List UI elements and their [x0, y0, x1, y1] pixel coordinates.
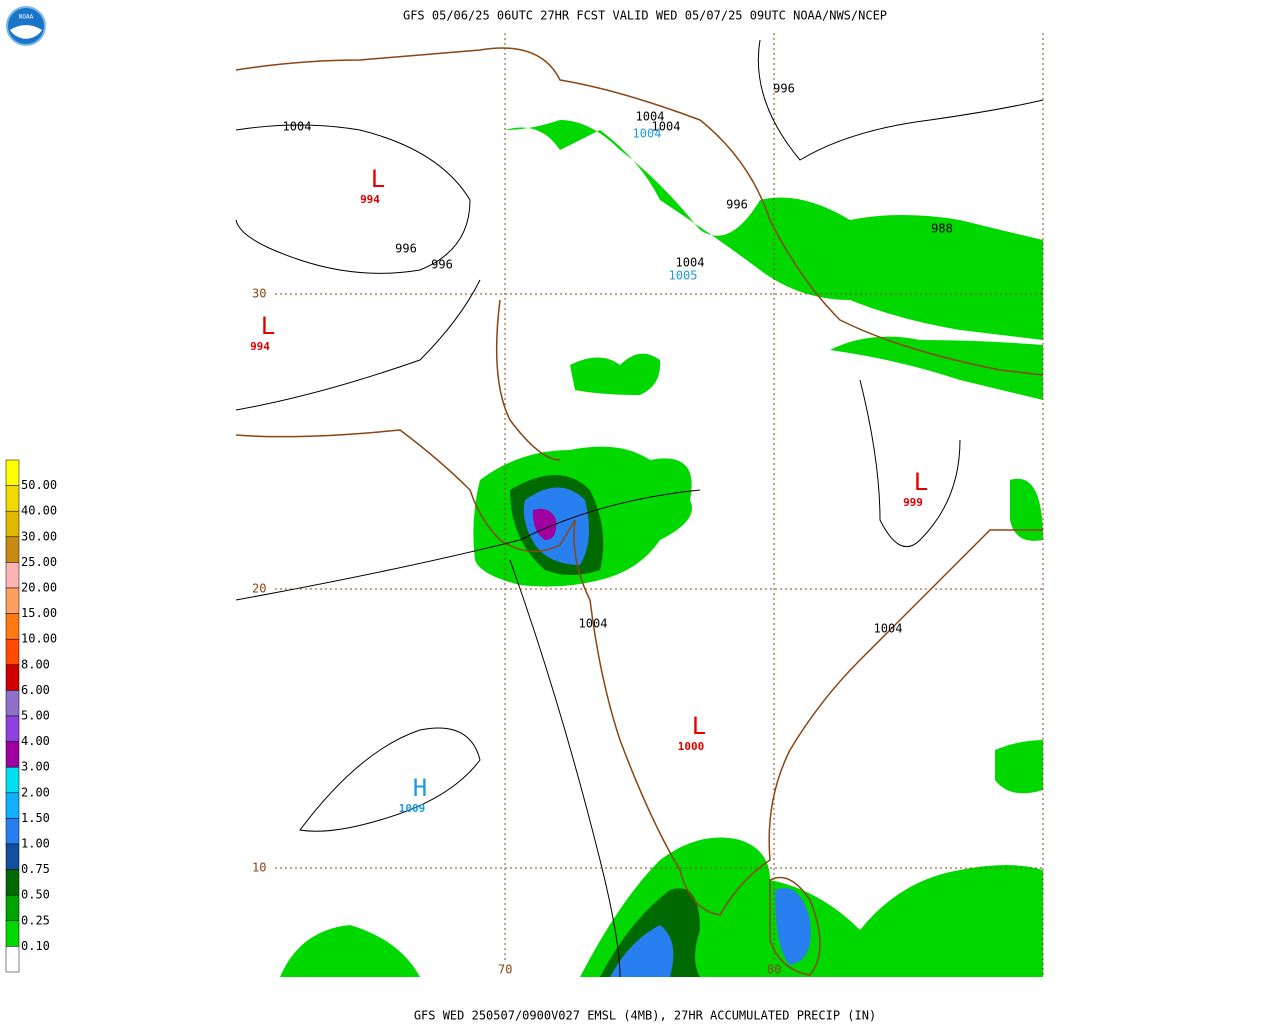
isobar-label: 996 — [431, 258, 453, 272]
center-value: 999 — [903, 496, 923, 509]
legend-swatch — [5, 613, 20, 640]
precip — [280, 120, 1043, 977]
legend-label: 1.00 — [21, 837, 50, 851]
legend-swatch — [5, 587, 20, 614]
legend-label: 25.00 — [21, 555, 57, 569]
center-value: 994 — [250, 340, 270, 353]
legend-label: 0.50 — [21, 888, 50, 902]
legend-swatch — [5, 459, 20, 486]
legend-swatch — [5, 792, 20, 819]
isobar-label: 996 — [726, 198, 748, 212]
isobar — [509, 559, 621, 978]
legend-swatch — [5, 510, 20, 538]
isobar-label: 1004 — [874, 622, 903, 636]
legend-swatch — [5, 562, 20, 589]
legend-swatch — [5, 536, 20, 563]
isobars — [235, 39, 1044, 978]
isobar — [757, 39, 1044, 161]
legend-swatch — [5, 818, 20, 845]
legend-label: 5.00 — [21, 709, 50, 723]
legend-swatch — [5, 690, 20, 717]
center-symbol: H — [413, 774, 427, 802]
center-value: 1009 — [399, 802, 426, 815]
isobar-label: 988 — [931, 222, 953, 236]
legend-swatch — [5, 894, 20, 922]
precip-area — [830, 336, 1043, 400]
center-value: 994 — [360, 193, 380, 206]
legend-swatch — [5, 741, 20, 768]
logo-wave — [10, 25, 42, 39]
border — [495, 299, 561, 461]
legend-swatch — [5, 485, 20, 512]
legend-swatch — [5, 920, 20, 947]
legend-label: 0.75 — [21, 862, 50, 876]
legend-label: 8.00 — [21, 657, 50, 671]
precip-area — [280, 925, 420, 977]
legend-swatch — [5, 664, 20, 691]
legend-label: 3.00 — [21, 760, 50, 774]
map — [235, 39, 1044, 978]
isobar — [235, 489, 701, 601]
coastlines — [235, 47, 1044, 976]
border — [235, 47, 1044, 376]
isobar — [235, 124, 471, 274]
precip-area — [1010, 478, 1043, 541]
isobar-label: 1004 — [636, 110, 665, 124]
logo: NOAA — [6, 6, 46, 46]
isobar — [235, 279, 481, 411]
lon-label: 70 — [498, 963, 512, 977]
precip-area — [532, 508, 557, 540]
legend-label: 10.00 — [21, 632, 57, 646]
isobar-label: 1004 — [579, 617, 608, 631]
legend-swatch — [5, 843, 20, 870]
coastline — [769, 876, 821, 976]
legend-label: 6.00 — [21, 683, 50, 697]
precip-area — [523, 487, 589, 565]
isobar-label: 1004 — [652, 120, 681, 134]
precip-area — [610, 925, 674, 977]
precip-area — [505, 120, 1043, 340]
lat-label: 10 — [252, 861, 266, 875]
legend-swatch — [5, 946, 20, 973]
isobar — [859, 379, 961, 548]
isobar-label: 1004 — [283, 120, 312, 134]
legend-label: 30.00 — [21, 529, 57, 543]
precip-area — [570, 353, 661, 395]
legend-label: 50.00 — [21, 478, 57, 492]
center-symbol: L — [692, 712, 706, 740]
legend-label: 15.00 — [21, 606, 57, 620]
lat-label: 30 — [252, 287, 266, 301]
footer: GFS WED 250507/0900V027 EMSL (4MB), 27HR… — [414, 1009, 876, 1023]
isobar-label: 1004 — [676, 256, 705, 270]
logo-text: NOAA — [19, 14, 34, 21]
legend-label: 2.00 — [21, 785, 50, 799]
isobar-label: 1005 — [669, 269, 698, 283]
center-value: 1000 — [678, 740, 705, 753]
isobar-label: 1004 — [633, 127, 662, 141]
precip-area — [995, 740, 1043, 794]
precip-area — [775, 888, 811, 965]
legend-swatch — [5, 869, 20, 896]
legend-label: 0.10 — [21, 939, 50, 953]
lat-label: 20 — [252, 582, 266, 596]
legend-swatch — [5, 638, 20, 666]
legend-label: 0.25 — [21, 913, 50, 927]
lon-label: 80 — [767, 963, 781, 977]
isobar-label: 996 — [773, 82, 795, 96]
center-symbol: L — [371, 165, 385, 193]
center-symbol: L — [261, 312, 275, 340]
center-symbol: L — [914, 468, 928, 496]
legend-label: 4.00 — [21, 734, 50, 748]
legend-swatch — [5, 715, 20, 742]
legend-label: 40.00 — [21, 504, 57, 518]
title: GFS 05/06/25 06UTC 27HR FCST VALID WED 0… — [403, 9, 887, 23]
legend-swatch — [5, 766, 20, 794]
legend-label: 1.50 — [21, 811, 50, 825]
isobar — [299, 727, 481, 832]
coastline — [235, 429, 1043, 916]
isobar-label: 996 — [395, 242, 417, 256]
legend-label: 20.00 — [21, 581, 57, 595]
